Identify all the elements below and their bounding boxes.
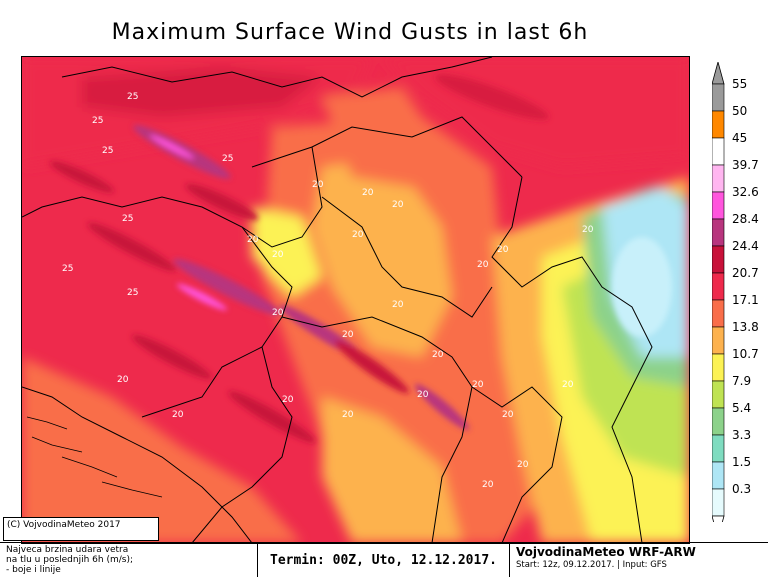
contour-label: 25 — [127, 288, 138, 298]
contour-label: 20 — [517, 460, 529, 470]
footer-model: VojvodinaMeteo WRF-ARW Start: 12z, 09.12… — [510, 543, 768, 577]
colorbar-swatch — [712, 272, 725, 301]
contour-labels: 25 25 25 25 25 25 25 20 20 20 20 20 20 2… — [62, 92, 594, 490]
footer-description: Najveca brzina udara vetra na tlu u posl… — [0, 543, 258, 577]
contour-label: 20 — [482, 480, 494, 490]
contour-label: 25 — [62, 264, 73, 274]
description-line: Najveca brzina udara vetra — [6, 545, 129, 555]
colorbar-swatch — [712, 434, 725, 463]
contour-label: 20 — [472, 380, 484, 390]
contour-label: 20 — [172, 410, 184, 420]
contour-label: 20 — [282, 395, 294, 405]
colorbar-swatch — [712, 353, 725, 382]
colorbar-swatch — [712, 164, 725, 193]
contour-label: 20 — [342, 410, 354, 420]
contour-label: 25 — [222, 154, 233, 164]
colorbar-bottom-arrow — [712, 515, 725, 522]
description-line: - boje i linije — [6, 565, 61, 575]
colorbar-swatch — [712, 407, 725, 436]
contour-label: 25 — [122, 214, 133, 224]
copyright-text: (C) VojvodinaMeteo 2017 — [7, 520, 121, 530]
colorbar-label: 24.4 — [732, 239, 759, 253]
colorbar-swatch — [712, 461, 725, 490]
contour-label: 20 — [432, 350, 444, 360]
colorbar-label: 10.7 — [732, 347, 759, 361]
contour-label: 20 — [352, 230, 364, 240]
contour-label: 20 — [342, 330, 354, 340]
gust-streaks — [50, 74, 672, 443]
footer-term: Termin: 00Z, Uto, 12.12.2017. — [258, 543, 510, 577]
contour-label: 20 — [392, 300, 404, 310]
colorbar-swatch — [712, 245, 725, 274]
colorbar-label: 28.4 — [732, 212, 759, 226]
contour-label: 20 — [477, 260, 489, 270]
colorbar-label: 39.7 — [732, 158, 759, 172]
colorbar-label: 5.4 — [732, 401, 752, 415]
contour-label: 20 — [392, 200, 404, 210]
contour-label: 20 — [312, 180, 324, 190]
contour-label: 20 — [272, 250, 284, 260]
colorbar-label: 1.5 — [732, 455, 752, 469]
colorbar-label: 45 — [732, 131, 748, 145]
wind-gust-map: 25 25 25 25 25 25 25 20 20 20 20 20 20 2… — [21, 56, 690, 544]
colorbar-swatch — [712, 380, 725, 409]
contour-label: 20 — [247, 235, 259, 245]
contour-label: 20 — [502, 410, 514, 420]
colorbar-swatch — [712, 83, 725, 112]
map-title: Maximum Surface Wind Gusts in last 6h — [111, 20, 589, 45]
model-name: VojvodinaMeteo WRF-ARW — [516, 545, 696, 559]
colorbar-swatch — [712, 488, 725, 517]
footer-bar: Najveca brzina udara vetra na tlu u posl… — [0, 542, 768, 577]
colorbar-swatches — [712, 62, 725, 522]
contour-label: 20 — [562, 380, 574, 390]
colorbar-swatch — [712, 191, 725, 220]
colorbar-label: 55 — [732, 77, 748, 91]
colorbar-label: 7.9 — [732, 374, 752, 388]
colorbar-swatch — [712, 137, 725, 166]
colorbar-legend — [712, 62, 725, 522]
contour-label: 20 — [272, 308, 284, 318]
colorbar-label: 32.6 — [732, 185, 759, 199]
colorbar-label: 17.1 — [732, 293, 759, 307]
model-start: Start: 12z, 09.12.2017. | Input: GFS — [516, 560, 667, 570]
colorbar-label: 20.7 — [732, 266, 759, 280]
contour-label: 20 — [497, 245, 509, 255]
colorbar-swatch — [712, 326, 725, 355]
colorbar-swatch — [712, 110, 725, 139]
contour-label: 20 — [117, 375, 129, 385]
contour-label: 25 — [102, 146, 113, 156]
contour-label: 20 — [417, 390, 429, 400]
colorbar-swatch — [712, 218, 725, 247]
colorbar-top-arrow — [712, 62, 725, 85]
copyright-box: (C) VojvodinaMeteo 2017 — [3, 517, 159, 541]
colorbar-label: 50 — [732, 104, 748, 118]
colorbar-swatch — [712, 299, 725, 328]
contour-label: 25 — [127, 92, 138, 102]
term-text: Termin: 00Z, Uto, 12.12.2017. — [270, 552, 497, 568]
contour-label: 20 — [582, 225, 594, 235]
colorbar-label: 13.8 — [732, 320, 759, 334]
country-borders — [22, 57, 653, 543]
colorbar-label: 3.3 — [732, 428, 752, 442]
contour-label: 25 — [92, 116, 103, 126]
colorbar-label: 0.3 — [732, 482, 752, 496]
coastline — [26, 416, 163, 498]
contour-label: 20 — [362, 188, 374, 198]
description-line: na tlu u poslednjih 6h (m/s); — [6, 555, 134, 565]
